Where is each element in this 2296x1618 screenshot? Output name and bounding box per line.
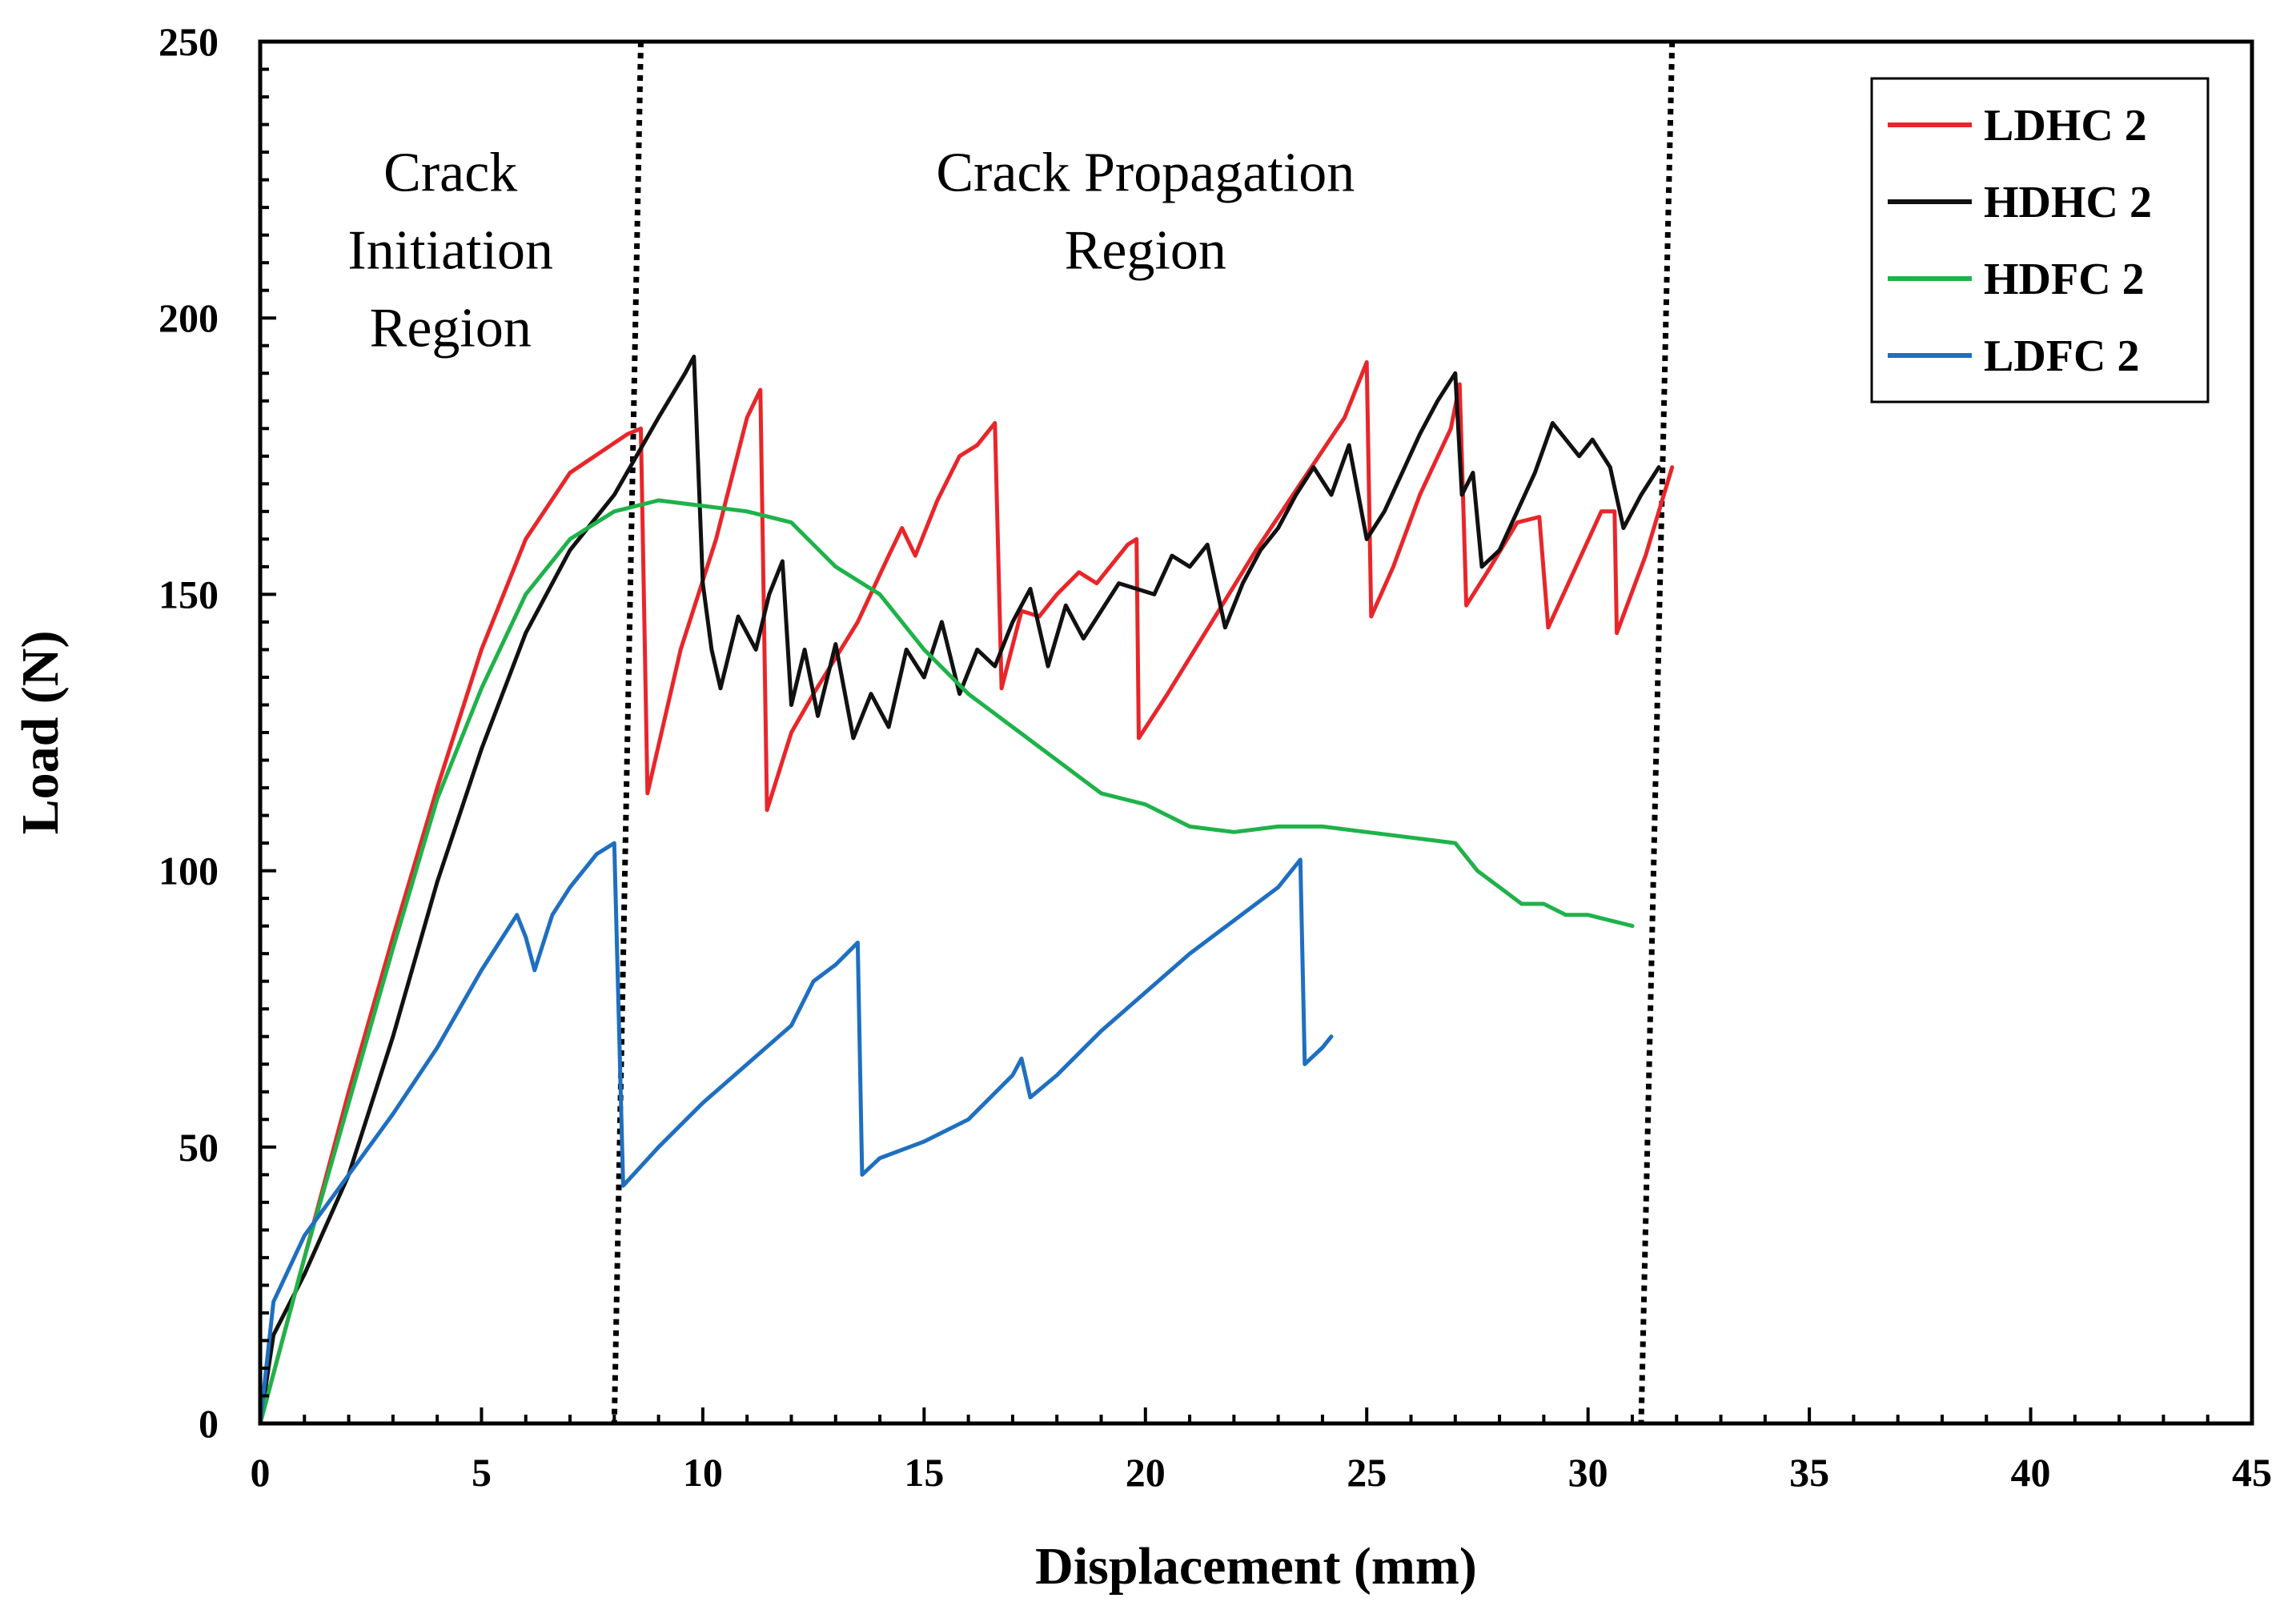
x-tick-label: 40 [2011,1450,2051,1495]
y-tick-label: 50 [179,1125,219,1170]
axis-ticks [259,40,2254,1425]
y-tick-label: 0 [199,1401,219,1446]
legend-box [1870,77,2210,403]
region-label-line: Region [370,297,532,359]
series-line-ldhc-2 [258,359,1675,1426]
legend-label: HDHC 2 [1984,178,2152,227]
legend-label: LDHC 2 [1984,101,2147,151]
x-tick-label: 0 [251,1450,271,1495]
x-tick-label: 35 [1789,1450,1829,1495]
x-tick-label: 25 [1347,1450,1387,1495]
x-tick-label: 20 [1126,1450,1166,1495]
legend-label: LDFC 2 [1984,331,2139,381]
y-tick-label: 150 [159,572,219,616]
region-labels: Crack Initiation Region Crack Propagation Re… [347,142,1355,359]
x-tick-label: 45 [2232,1450,2272,1495]
series-line-ldfc-2 [258,841,1334,1426]
y-tick-label: 100 [159,849,219,893]
legend: LDHC 2 HDHC 2 HDFC 2 LDFC 2 [1870,77,2210,403]
series-line-hdfc-2 [258,498,1635,1426]
x-tick-label: 30 [1568,1450,1608,1495]
y-tick-label: 250 [159,19,219,64]
region-label-line: Crack Propagation [936,142,1355,203]
y-axis-title: Load (N) [11,631,70,835]
x-tick-label: 15 [904,1450,944,1495]
x-tick-label: 5 [472,1450,492,1495]
x-tick-label: 10 [683,1450,723,1495]
legend-label: HDFC 2 [1984,255,2145,304]
tick-labels: 0 5 10 15 20 25 30 35 40 45 0 50 100 150 200 250 [159,19,2272,1495]
series-layer [258,355,1675,1426]
region-label-crack-initiation: Crack Initiation Region [347,142,553,359]
region-label-line: Crack [383,142,517,203]
region-label-line: Initiation [347,219,553,281]
y-tick-label: 200 [159,295,219,340]
region-label-crack-propagation: Crack Propagation Region [936,142,1355,281]
region-label-line: Region [1065,219,1226,281]
x-axis-title: Displacement (mm) [1035,1537,1477,1596]
series-line-hdhc-2 [258,355,1661,1426]
